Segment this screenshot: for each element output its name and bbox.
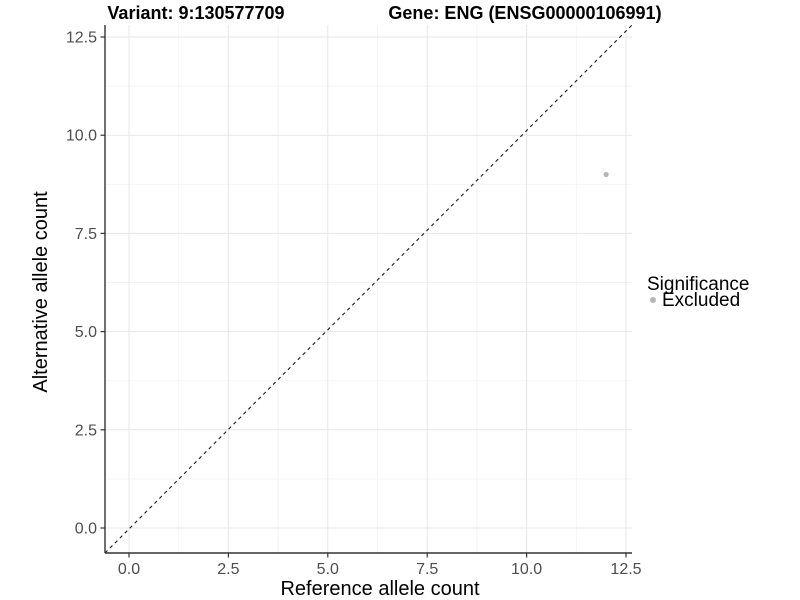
x-tick-label: 5.0 xyxy=(317,561,339,578)
grid-minor-layer xyxy=(105,25,632,553)
grid-major-layer xyxy=(105,25,632,553)
x-tick-label: 10.0 xyxy=(511,561,542,578)
legend-key-dot-icon xyxy=(650,297,656,303)
plot-title-gene: Gene: ENG (ENSG00000106991) xyxy=(388,3,661,23)
x-tick-label: 7.5 xyxy=(416,561,438,578)
tick-labels-layer: 0.0 0.0 2.5 2.5 5.0 5.0 7.5 7.5 10.0 10.0 12.5 12.5 xyxy=(66,30,642,579)
y-tick-label: 5.0 xyxy=(75,324,97,341)
tick-marks-layer xyxy=(100,36,627,558)
identity-reference-line-layer xyxy=(104,24,633,554)
x-tick-label: 12.5 xyxy=(610,561,641,578)
x-tick-label: 2.5 xyxy=(217,561,239,578)
legend: Significance Excluded xyxy=(647,274,749,311)
x-tick-label: 0.0 xyxy=(118,561,140,578)
y-tick-label: 10.0 xyxy=(66,128,97,145)
identity-dashed-line xyxy=(104,24,633,554)
y-axis-title: Alternative allele count xyxy=(30,191,52,393)
y-tick-label: 2.5 xyxy=(75,422,97,439)
y-tick-label: 7.5 xyxy=(75,226,97,243)
y-tick-label: 0.0 xyxy=(75,521,97,538)
data-points-layer xyxy=(603,171,609,178)
data-point xyxy=(603,171,609,178)
x-axis-title: Reference allele count xyxy=(280,578,479,600)
axis-lines-layer xyxy=(104,25,632,554)
legend-entry-label: Excluded xyxy=(662,290,740,311)
plot-title-variant: Variant: 9:130577709 xyxy=(107,3,284,23)
y-tick-label: 12.5 xyxy=(66,30,97,47)
legend-title: Significance xyxy=(647,274,749,295)
